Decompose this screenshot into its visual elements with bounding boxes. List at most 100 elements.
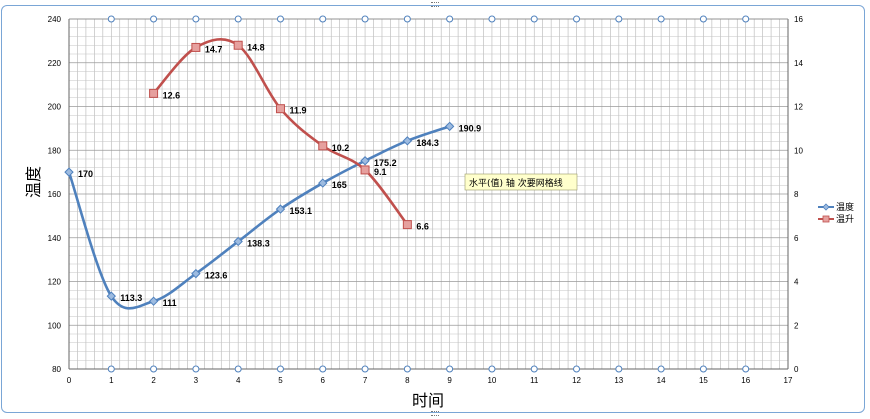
- bottom-axis-marker: [192, 365, 200, 373]
- top-axis-marker: [488, 15, 496, 23]
- top-axis-marker: [446, 15, 454, 23]
- gridlines: [68, 18, 789, 370]
- y2-tick-label: 0: [794, 365, 799, 374]
- x-tick-label: 16: [741, 376, 750, 385]
- data-labels: 170 113.3 111 123.6 138.3 153.1 165 175.2 184.3 1…: [78, 42, 481, 308]
- y-tick-label: 240: [48, 15, 62, 24]
- bottom-axis-marker: [107, 365, 115, 373]
- data-point-marker: [191, 268, 201, 279]
- y-tick-label: 200: [48, 103, 62, 112]
- data-point-marker: [233, 40, 243, 50]
- bottom-axis-marker: [742, 365, 750, 373]
- data-label: 9.1: [374, 167, 387, 177]
- bottom-axis-marker: [699, 365, 707, 373]
- top-axis-marker: [361, 15, 369, 23]
- y2-tick-label: 10: [794, 146, 803, 155]
- data-label: 170: [78, 169, 93, 179]
- y2-tick-label: 8: [794, 190, 799, 199]
- data-point-marker: [149, 88, 159, 98]
- bottom-axis-marker: [150, 365, 158, 373]
- y-tick-label: 80: [52, 365, 61, 374]
- bottom-axis-marker: [234, 365, 242, 373]
- data-point-marker: [191, 42, 201, 52]
- bottom-axis-marker: [657, 365, 665, 373]
- data-point-marker: [318, 178, 328, 188]
- legend-marker: [822, 215, 830, 223]
- data-point-marker: [64, 167, 74, 177]
- y-tick-label: 100: [48, 321, 62, 330]
- bottom-axis-marker: [276, 365, 284, 373]
- data-label: 123.6: [205, 271, 228, 281]
- legend-marker: [822, 203, 830, 211]
- x-axis-title: 时间: [412, 391, 444, 410]
- top-axis-marker: [276, 15, 284, 23]
- x-tick-label: 12: [572, 376, 581, 385]
- resize-handle-bottom[interactable]: [431, 411, 439, 416]
- y-tick-label: 180: [48, 146, 62, 155]
- y2-tick-label: 16: [794, 15, 803, 24]
- data-point-marker: [402, 220, 412, 230]
- top-axis-marker: [573, 15, 581, 23]
- bottom-axis-marker: [319, 365, 327, 373]
- bottom-axis-marker: [488, 365, 496, 373]
- data-point-marker: [360, 156, 370, 166]
- top-axis-marker: [615, 15, 623, 23]
- top-axis-marker: [192, 15, 200, 23]
- data-label: 184.3: [416, 138, 439, 148]
- x-tick-label: 15: [699, 376, 708, 385]
- data-label: 165: [332, 180, 347, 190]
- x-tick-label: 0: [67, 376, 72, 385]
- y-tick-label: 120: [48, 278, 62, 287]
- x-tick-label: 10: [487, 376, 496, 385]
- bottom-axis-marker: [530, 365, 538, 373]
- legend-label: 温升: [836, 214, 854, 225]
- data-point-marker: [360, 165, 370, 175]
- top-axis-marker: [657, 15, 665, 23]
- data-point-marker: [148, 296, 159, 306]
- legend-label: 温度: [836, 201, 854, 213]
- data-label: 14.7: [205, 44, 223, 54]
- data-label: 11.9: [289, 106, 306, 116]
- y-axis-title: 温度: [24, 166, 43, 198]
- series-layer: [64, 38, 455, 310]
- top-axis-marker: [403, 15, 411, 23]
- data-label: 153.1: [289, 206, 312, 216]
- data-label: 138.3: [247, 238, 270, 248]
- data-point-marker: [233, 236, 243, 247]
- series-line-1: [67, 125, 451, 310]
- resize-handle-top[interactable]: [431, 2, 439, 7]
- x-tick-label: 13: [614, 376, 623, 385]
- top-axis-marker: [319, 15, 327, 23]
- x-tick-label: 5: [278, 376, 283, 385]
- bottom-axis-marker: [573, 365, 581, 373]
- x-tick-label: 11: [530, 376, 539, 385]
- data-point-marker: [444, 121, 455, 132]
- data-label: 12.6: [163, 90, 181, 100]
- y2-tick-label: 6: [794, 234, 799, 243]
- data-label: 190.9: [459, 123, 482, 133]
- data-label: 175.2: [374, 158, 397, 168]
- y2-tick-label: 4: [794, 278, 799, 287]
- top-axis-marker: [107, 15, 115, 23]
- tooltip-text: 水平(值) 轴 次要网格线: [469, 177, 563, 189]
- y2-tick-label: 14: [794, 59, 803, 68]
- top-axis-marker: [150, 15, 158, 23]
- data-label: 6.6: [416, 222, 429, 232]
- x-tick-label: 17: [784, 376, 793, 385]
- y2-tick-label: 2: [794, 321, 799, 330]
- axes: [68, 18, 789, 370]
- data-point-marker: [275, 204, 286, 214]
- tooltip: 水平(值) 轴 次要网格线: [464, 173, 578, 191]
- bottom-axis-marker: [446, 365, 454, 373]
- data-point-marker: [106, 291, 117, 301]
- data-point-marker: [318, 141, 328, 151]
- x-tick-label: 4: [236, 376, 241, 385]
- top-axis-marker: [742, 15, 750, 23]
- data-point-marker: [402, 136, 413, 146]
- y-tick-label: 140: [48, 234, 62, 243]
- top-axis-marker: [234, 15, 242, 23]
- bottom-axis-marker: [615, 365, 623, 373]
- x-tick-label: 9: [447, 376, 452, 385]
- data-label: 113.3: [120, 293, 142, 303]
